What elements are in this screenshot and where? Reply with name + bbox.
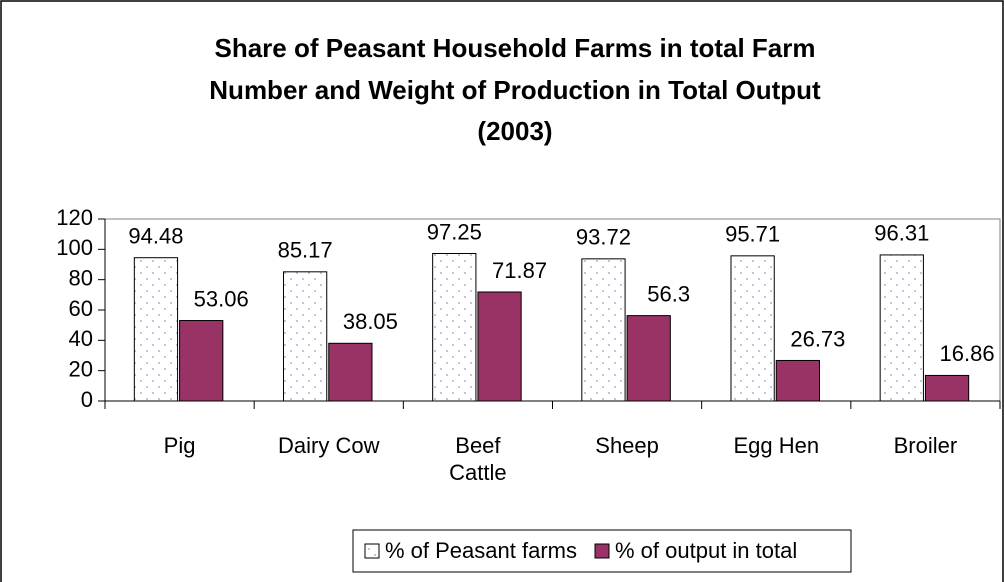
- bar: [626, 315, 671, 402]
- y-tick-label: 100: [56, 235, 93, 260]
- bar: [879, 254, 924, 402]
- legend-label: % of output in total: [615, 538, 797, 563]
- data-label: 38.05: [343, 309, 398, 334]
- chart-title: Number and Weight of Production in Total…: [209, 75, 821, 105]
- data-label: 53.06: [194, 286, 249, 311]
- bar: [477, 291, 522, 402]
- bar: [432, 253, 477, 402]
- x-tick-label: Sheep: [595, 433, 659, 458]
- data-label: 94.48: [128, 224, 183, 249]
- data-label: 71.87: [492, 258, 547, 283]
- bar: [775, 359, 821, 402]
- x-tick-label: Beef Cattle: [449, 433, 507, 485]
- data-label: 85.17: [278, 238, 333, 263]
- x-tick-label: Egg Hen: [733, 433, 820, 458]
- x-tick-label: Pig: [163, 433, 196, 458]
- data-label: 95.71: [725, 222, 780, 247]
- bar: [282, 271, 328, 402]
- y-tick-label: 60: [69, 296, 93, 321]
- legend-swatch: [364, 543, 380, 559]
- data-label: 16.86: [940, 341, 995, 366]
- bar: [924, 374, 970, 402]
- bar: [730, 255, 775, 402]
- data-label: 93.72: [576, 225, 631, 250]
- bar: [133, 257, 179, 402]
- legend-swatch: [594, 543, 610, 559]
- y-tick-label: 20: [69, 356, 93, 381]
- y-tick-label: 80: [69, 265, 93, 290]
- bar: [179, 320, 224, 402]
- data-label: 96.31: [874, 221, 929, 246]
- data-label: 26.73: [790, 326, 845, 351]
- legend-label: % of Peasant farms: [385, 538, 577, 563]
- y-tick-label: 40: [69, 326, 93, 351]
- bar: [581, 258, 626, 402]
- data-label: 97.25: [427, 219, 482, 244]
- chart-title: (2003): [477, 116, 552, 146]
- y-tick-label: 0: [81, 387, 93, 412]
- chart-title: Share of Peasant Household Farms in tota…: [214, 33, 815, 63]
- bar: [328, 342, 373, 402]
- x-tick-label: Broiler: [893, 433, 958, 458]
- y-tick-label: 120: [56, 205, 93, 230]
- data-label: 56.3: [647, 281, 690, 306]
- x-tick-label: Dairy Cow: [278, 433, 380, 458]
